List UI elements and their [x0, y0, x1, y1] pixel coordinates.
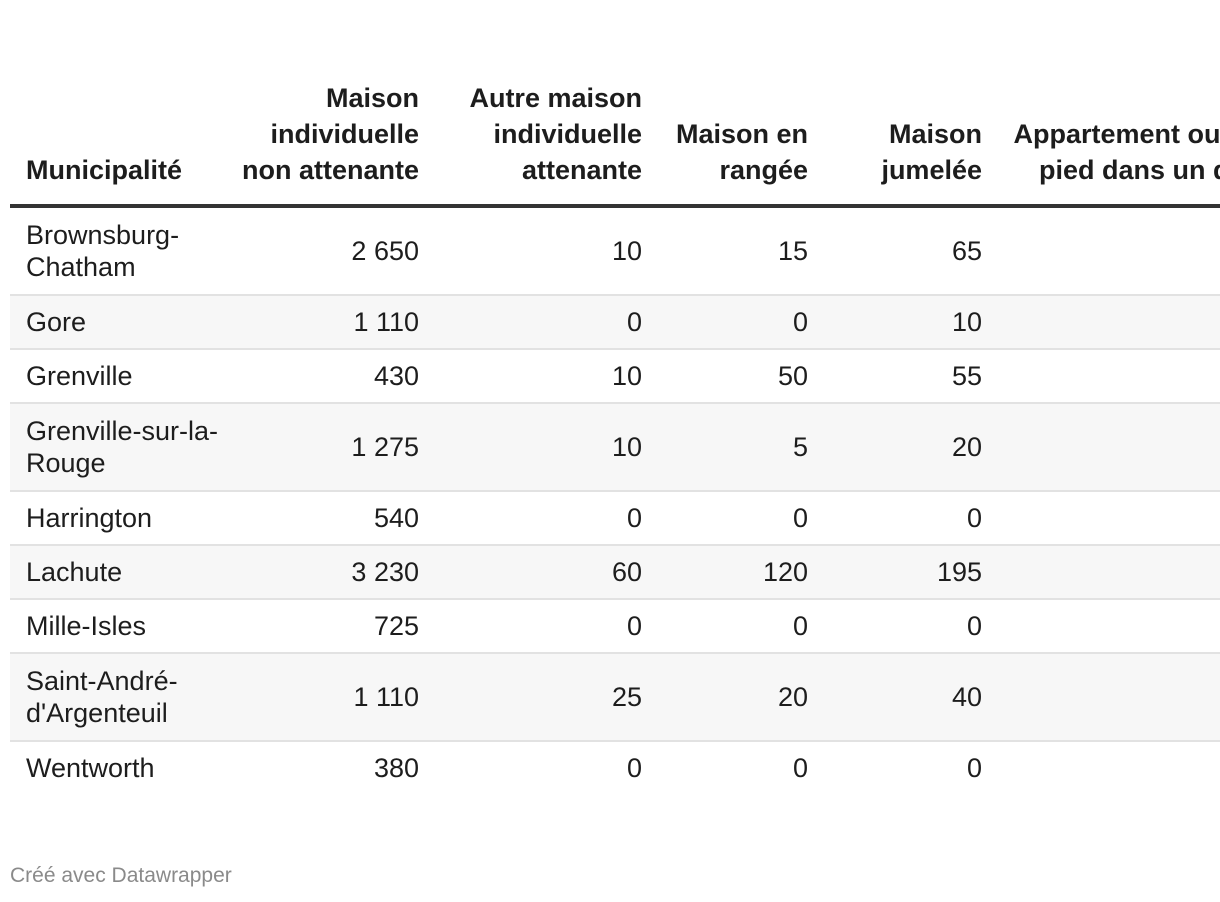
table-row: Grenville-sur-la-Rouge 1 275 10 5 20 30 [10, 403, 1220, 492]
cell-value: 0 [808, 491, 982, 546]
cell-value: 65 [808, 206, 982, 296]
cell-value: 3 230 [240, 545, 419, 600]
cell-municipality: Lachute [10, 545, 240, 600]
cell-value: 1 275 [240, 403, 419, 492]
table-row: Mille-Isles 725 0 0 0 20 [10, 599, 1220, 654]
cell-value: 20 [808, 403, 982, 492]
cell-value: 10 [419, 403, 642, 492]
cell-value: 120 [642, 545, 808, 600]
table-row: Lachute 3 230 60 120 195 675 [10, 545, 1220, 600]
cell-municipality: Grenville-sur-la-Rouge [10, 403, 240, 492]
data-table: Municipalité Maison individuelle non att… [10, 80, 1220, 794]
datawrapper-credit[interactable]: Créé avec Datawrapper [10, 864, 232, 887]
cell-value: 10 [419, 349, 642, 404]
cell-municipality: Mille-Isles [10, 599, 240, 654]
cell-value: 15 [642, 206, 808, 296]
cell-value: 540 [240, 491, 419, 546]
cell-value: 10 [419, 206, 642, 296]
table-row: Grenville 430 10 50 55 100 [10, 349, 1220, 404]
header-maison-jumelee[interactable]: Maison jumelée [808, 80, 982, 208]
cell-value: 0 [626, 753, 642, 783]
cell-value: 0 [792, 753, 808, 783]
cell-value: 380 [373, 753, 419, 783]
cell-municipality: Harrington [10, 491, 240, 546]
table-row: Saint-André-d'Argenteuil 1 110 25 20 40 … [10, 653, 1220, 742]
cell-value: 100 [982, 349, 1220, 404]
cell-value: 195 [808, 545, 982, 600]
cell-value: 0 [808, 599, 982, 654]
header-maison-individuelle-non-attenante[interactable]: Maison individuelle non attenante [240, 80, 419, 208]
cell-value: 2 650 [240, 206, 419, 296]
cell-value: 0 [419, 295, 642, 350]
cell-value [982, 741, 1220, 794]
cell-value: 60 [982, 653, 1220, 742]
cell-value: 0 [419, 491, 642, 546]
cell-value: 40 [808, 653, 982, 742]
cell-value: 5 [642, 403, 808, 492]
cell-municipality: Brownsburg-Chatham [10, 206, 240, 296]
cell-value: 0 [966, 753, 982, 783]
header-appartement-duplex[interactable]: Appartement ou plain-pied dans un duplex [982, 80, 1220, 208]
cell-value: 675 [982, 545, 1220, 600]
table-row: Wentworth 380 0 0 0 [10, 741, 1220, 794]
table-row: Brownsburg-Chatham 2 650 10 15 65 225 [10, 206, 1220, 296]
cell-value: 430 [240, 349, 419, 404]
cell-value [982, 491, 1220, 546]
cell-municipality: Gore [10, 295, 240, 350]
cell-value: 60 [419, 545, 642, 600]
cell-value: 0 [419, 599, 642, 654]
cell-municipality: Grenville [10, 349, 240, 404]
cell-value: 20 [642, 653, 808, 742]
header-autre-maison-individuelle-attenante[interactable]: Autre maison individuelle attenante [419, 80, 642, 208]
cell-value: 225 [982, 206, 1220, 296]
header-maison-en-rangee[interactable]: Maison en rangée [642, 80, 808, 208]
cell-value: 0 [642, 599, 808, 654]
cell-municipality: Wentworth [26, 753, 155, 783]
cell-value: 25 [419, 653, 642, 742]
cell-value: 30 [982, 403, 1220, 492]
header-municipalite[interactable]: Municipalité [10, 80, 240, 208]
cell-value: 10 [808, 295, 982, 350]
cell-value: 55 [808, 349, 982, 404]
table-row: Gore 1 110 0 0 10 [10, 295, 1220, 350]
cell-value [982, 295, 1220, 350]
cell-value: 50 [642, 349, 808, 404]
cell-municipality: Saint-André-d'Argenteuil [10, 653, 240, 742]
cell-value: 20 [982, 599, 1220, 654]
cell-value: 0 [642, 295, 808, 350]
cell-value: 1 110 [240, 295, 419, 350]
table-row: Harrington 540 0 0 0 [10, 491, 1220, 546]
cell-value: 725 [240, 599, 419, 654]
header-row: Municipalité Maison individuelle non att… [10, 80, 1220, 208]
cell-value: 1 110 [240, 653, 419, 742]
table-container: Municipalité Maison individuelle non att… [10, 0, 1220, 902]
cell-value: 0 [642, 491, 808, 546]
